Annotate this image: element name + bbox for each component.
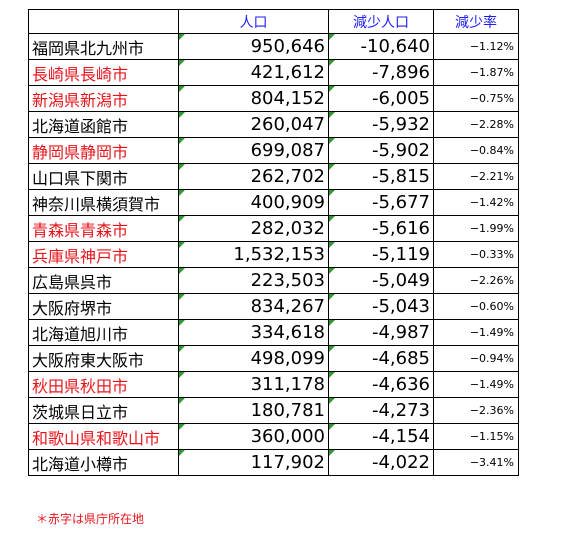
decrease-cell: -5,815 (328, 163, 434, 190)
table-row: 新潟県新潟市 804,152 -6,005 −0.75% (28, 85, 519, 112)
rate-cell: −2.21% (433, 163, 519, 190)
city-name-cell: 広島県呉市 (28, 267, 179, 294)
city-name-cell: 福岡県北九州市 (28, 33, 179, 60)
population-cell: 117,902 (178, 449, 329, 476)
table-row: 静岡県静岡市 699,087 -5,902 −0.84% (28, 137, 519, 164)
decrease-cell: -4,636 (328, 371, 434, 398)
population-cell: 282,032 (178, 215, 329, 242)
population-table: 人口 減少人口 減少率 福岡県北九州市 950,646 -10,640 −1.12% 長… (28, 9, 519, 476)
city-name-cell: 静岡県静岡市 (28, 137, 179, 164)
table-row: 和歌山県和歌山市 360,000 -4,154 −1.15% (28, 423, 519, 450)
decrease-cell: -5,049 (328, 267, 434, 294)
footnote: ＊赤字は県庁所在地 (36, 512, 145, 526)
city-name-cell: 秋田県秋田市 (28, 371, 179, 398)
decrease-cell: -5,677 (328, 189, 434, 216)
rate-cell: −1.42% (433, 189, 519, 216)
decrease-cell: -5,119 (328, 241, 434, 268)
population-cell: 834,267 (178, 293, 329, 320)
rate-cell: −0.60% (433, 293, 519, 320)
decrease-cell: -10,640 (328, 33, 434, 60)
decrease-cell: -7,896 (328, 59, 434, 86)
table-row: 福岡県北九州市 950,646 -10,640 −1.12% (28, 33, 519, 60)
rate-cell: −1.87% (433, 59, 519, 86)
rate-cell: −2.28% (433, 111, 519, 138)
rate-cell: −0.84% (433, 137, 519, 164)
table-row: 広島県呉市 223,503 -5,049 −2.26% (28, 267, 519, 294)
decrease-cell: -5,902 (328, 137, 434, 164)
decrease-cell: -4,685 (328, 345, 434, 372)
city-name-cell: 青森県青森市 (28, 215, 179, 242)
table-row: 青森県青森市 282,032 -5,616 −1.99% (28, 215, 519, 242)
city-name-cell: 北海道函館市 (28, 111, 179, 138)
city-name-cell: 北海道旭川市 (28, 319, 179, 346)
population-cell: 498,099 (178, 345, 329, 372)
decrease-cell: -4,154 (328, 423, 434, 450)
rate-cell: −0.75% (433, 85, 519, 112)
rate-cell: −1.49% (433, 371, 519, 398)
header-population: 人口 (178, 9, 329, 34)
rate-cell: −1.15% (433, 423, 519, 450)
city-name-cell: 北海道小樽市 (28, 449, 179, 476)
city-name-cell: 和歌山県和歌山市 (28, 423, 179, 450)
rate-cell: −1.12% (433, 33, 519, 60)
city-name-cell: 兵庫県神戸市 (28, 241, 179, 268)
city-name-cell: 山口県下関市 (28, 163, 179, 190)
table-row: 茨城県日立市 180,781 -4,273 −2.36% (28, 397, 519, 424)
rate-cell: −1.49% (433, 319, 519, 346)
rate-cell: −0.94% (433, 345, 519, 372)
rate-cell: −3.41% (433, 449, 519, 476)
decrease-cell: -5,932 (328, 111, 434, 138)
population-cell: 334,618 (178, 319, 329, 346)
table-row: 大阪府東大阪市 498,099 -4,685 −0.94% (28, 345, 519, 372)
population-cell: 223,503 (178, 267, 329, 294)
city-name-cell: 大阪府堺市 (28, 293, 179, 320)
population-cell: 311,178 (178, 371, 329, 398)
population-cell: 260,047 (178, 111, 329, 138)
decrease-cell: -4,987 (328, 319, 434, 346)
population-cell: 804,152 (178, 85, 329, 112)
table-row: 長崎県長崎市 421,612 -7,896 −1.87% (28, 59, 519, 86)
population-cell: 1,532,153 (178, 241, 329, 268)
header-city (28, 9, 179, 34)
city-name-cell: 神奈川県横須賀市 (28, 189, 179, 216)
population-cell: 950,646 (178, 33, 329, 60)
header-rate: 減少率 (433, 9, 519, 34)
decrease-cell: -5,043 (328, 293, 434, 320)
decrease-cell: -4,273 (328, 397, 434, 424)
rate-cell: −1.99% (433, 215, 519, 242)
table-row: 大阪府堺市 834,267 -5,043 −0.60% (28, 293, 519, 320)
rate-cell: −0.33% (433, 241, 519, 268)
table-row: 北海道函館市 260,047 -5,932 −2.28% (28, 111, 519, 138)
table-row: 兵庫県神戸市 1,532,153 -5,119 −0.33% (28, 241, 519, 268)
population-cell: 180,781 (178, 397, 329, 424)
population-cell: 421,612 (178, 59, 329, 86)
header-decrease: 減少人口 (328, 9, 434, 34)
table-row: 山口県下関市 262,702 -5,815 −2.21% (28, 163, 519, 190)
decrease-cell: -4,022 (328, 449, 434, 476)
rate-cell: −2.36% (433, 397, 519, 424)
table-row: 神奈川県横須賀市 400,909 -5,677 −1.42% (28, 189, 519, 216)
population-cell: 360,000 (178, 423, 329, 450)
table-row: 北海道旭川市 334,618 -4,987 −1.49% (28, 319, 519, 346)
city-name-cell: 新潟県新潟市 (28, 85, 179, 112)
rate-cell: −2.26% (433, 267, 519, 294)
decrease-cell: -5,616 (328, 215, 434, 242)
table-row: 秋田県秋田市 311,178 -4,636 −1.49% (28, 371, 519, 398)
population-cell: 400,909 (178, 189, 329, 216)
decrease-cell: -6,005 (328, 85, 434, 112)
city-name-cell: 茨城県日立市 (28, 397, 179, 424)
city-name-cell: 大阪府東大阪市 (28, 345, 179, 372)
city-name-cell: 長崎県長崎市 (28, 59, 179, 86)
header-row: 人口 減少人口 減少率 (28, 9, 519, 34)
population-cell: 262,702 (178, 163, 329, 190)
table-row: 北海道小樽市 117,902 -4,022 −3.41% (28, 449, 519, 476)
population-cell: 699,087 (178, 137, 329, 164)
